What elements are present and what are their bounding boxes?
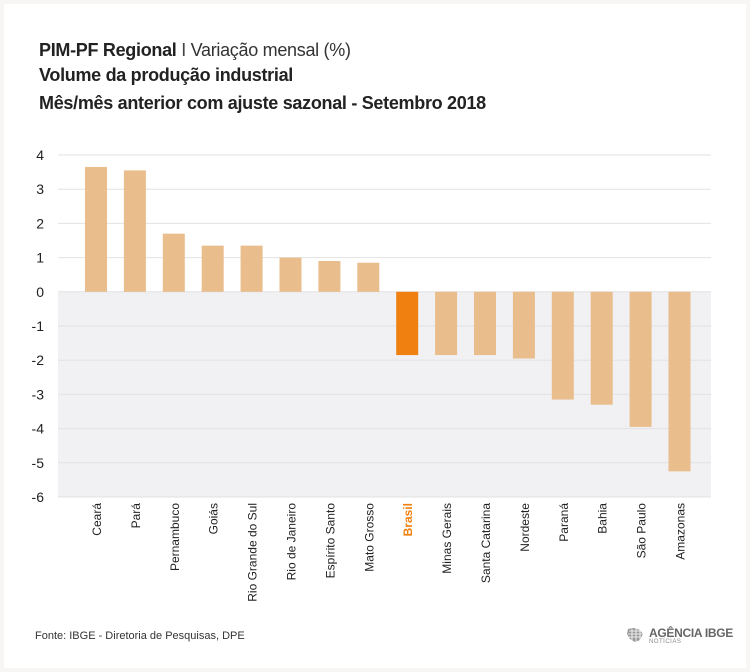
bar	[668, 291, 691, 472]
logo-text: AGÊNCIA IBGE	[649, 626, 733, 640]
bar	[85, 166, 107, 292]
bar	[279, 257, 302, 292]
bar	[318, 261, 341, 292]
y-tick-label: -1	[32, 318, 45, 334]
y-tick-label: 0	[36, 284, 44, 300]
x-tick-label: São Paulo	[635, 503, 649, 559]
bar	[590, 291, 613, 405]
x-tick-label: Nordeste	[518, 503, 532, 552]
x-tick-label: Amazonas	[674, 503, 688, 560]
chart-subtitle: Volume da produção industrial	[39, 65, 293, 85]
x-tick-label: Brasil	[401, 503, 415, 536]
bar	[435, 291, 458, 356]
y-tick-label: 3	[36, 181, 44, 197]
x-tick-label: Ceará	[90, 503, 104, 536]
y-tick-label: -6	[32, 489, 45, 505]
bar	[162, 233, 185, 292]
bar	[629, 291, 652, 427]
x-tick-label: Santa Catarina	[479, 503, 493, 583]
x-tick-label: Pará	[129, 503, 143, 529]
y-tick-label: -3	[32, 386, 45, 402]
bar	[551, 291, 574, 400]
y-tick-label: 1	[36, 250, 44, 266]
bar	[240, 245, 263, 292]
y-tick-label: 4	[36, 147, 44, 163]
bar	[512, 291, 535, 359]
y-tick-label: -5	[32, 455, 45, 471]
bar	[396, 291, 419, 356]
bar	[474, 291, 496, 356]
bar	[123, 170, 146, 292]
x-tick-label: Rio de Janeiro	[285, 503, 299, 581]
y-tick-label: -4	[32, 421, 45, 437]
bar	[357, 262, 380, 292]
x-tick-label: Minas Gerais	[440, 503, 454, 574]
logo-subtext: NOTÍCIAS	[649, 639, 682, 645]
x-tick-label: Bahia	[596, 503, 610, 534]
x-tick-label: Rio Grande do Sul	[246, 503, 260, 602]
x-tick-label: Mato Grosso	[362, 503, 376, 572]
ibge-map-icon	[627, 628, 643, 642]
chart-period: Mês/mês anterior com ajuste sazonal - Se…	[39, 93, 486, 113]
y-tick-label: 2	[36, 215, 44, 231]
x-tick-label: Goiás	[207, 503, 221, 534]
source-note: Fonte: IBGE - Diretoria de Pesquisas, DP…	[35, 630, 245, 642]
bar	[201, 245, 224, 292]
y-tick-label: -2	[32, 352, 45, 368]
x-tick-label: Paraná	[557, 503, 571, 542]
chart-title: PIM-PF Regional I Variação mensal (%)	[39, 40, 351, 60]
x-tick-label: Espírito Santo	[323, 503, 337, 579]
x-tick-label: Pernambuco	[168, 503, 182, 571]
